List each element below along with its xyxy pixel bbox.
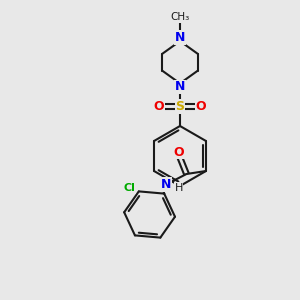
Text: O: O (196, 100, 206, 113)
Text: N: N (175, 31, 185, 44)
Text: N: N (161, 178, 171, 191)
Text: Cl: Cl (124, 183, 136, 194)
Text: S: S (176, 100, 184, 113)
Text: H: H (175, 182, 183, 193)
Text: O: O (173, 146, 184, 159)
Text: N: N (175, 80, 185, 94)
Text: O: O (154, 100, 164, 113)
Text: CH₃: CH₃ (170, 12, 190, 22)
